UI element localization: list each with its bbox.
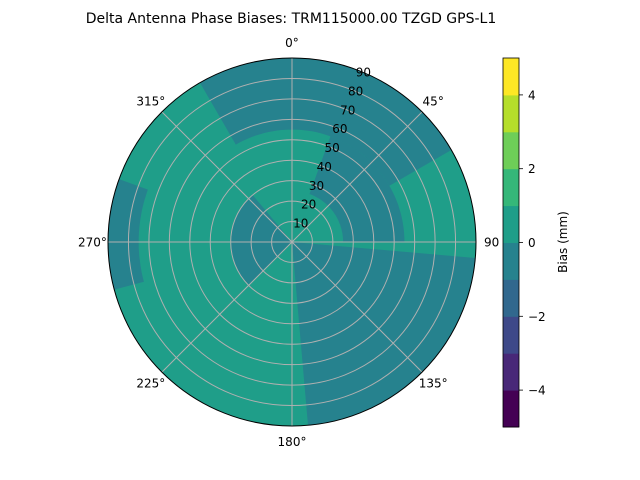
azimuth-grid-line [161,111,293,243]
colorbar-bin [503,390,519,428]
radial-tick-label: 90 [356,66,371,80]
contour-region [309,136,405,242]
radial-tick-label: 30 [309,179,324,193]
polar-plot-area [107,57,477,427]
radial-tick-label: 40 [317,160,332,174]
azimuth-tick-label: 0° [285,36,299,50]
radial-tick-label: 80 [348,84,363,98]
azimuth-grid-line [291,241,423,373]
colorbar-bin [503,353,519,391]
polar-grid [108,58,476,426]
colorbar-bin [503,205,519,243]
colorbar-bin [503,131,519,170]
colorbar-bin [503,316,519,354]
colorbar-bin [503,279,519,317]
colorbar-bin [503,58,519,96]
colorbar-bin [503,94,519,133]
colorbar-bin [503,168,519,207]
colorbar-tick-label: 2 [528,162,536,176]
colorbar: 4 2 0 −2 −4 Bias (mm) [502,57,570,428]
colorbar-tick-label: 0 [528,236,536,250]
azimuth-tick-label: 135° [419,377,448,391]
chart-title: Delta Antenna Phase Biases: TRM115000.00… [86,11,497,27]
azimuth-tick-label: 225° [136,377,165,391]
radial-tick-label: 10 [293,217,308,231]
colorbar-tick-label: −2 [528,310,546,324]
polar-outline [107,57,477,427]
azimuth-tick-label: 270° [78,236,107,250]
contour-region [108,179,148,290]
azimuth-tick-label: 315° [136,94,165,108]
azimuth-tick-label: 90 [484,236,499,250]
radial-tick-label: 60 [332,122,347,136]
radial-tick-label: 50 [324,141,339,155]
colorbar-tick-label: 4 [528,88,536,102]
azimuth-tick-label: 45° [423,94,444,108]
colorbar-label: Bias (mm) [556,211,570,273]
radial-tick-label: 70 [340,103,355,117]
azimuth-grid-line [291,111,423,243]
contour-region [200,58,452,186]
radial-tick-label: 20 [301,198,316,212]
colorbar-tick-label: −4 [528,384,546,398]
colorbar-bin [503,242,519,280]
azimuth-grid-line [161,241,293,373]
colorbar-bins [503,58,519,428]
azimuth-tick-labels: 0° 45° 90 135° 180° 225° 270° 315° [78,36,499,449]
contour-region [230,195,292,286]
radial-tick-labels: 10 20 30 40 50 60 70 80 90 [293,66,371,231]
colorbar-ticks: 4 2 0 −2 −4 [519,88,546,398]
azimuth-tick-label: 180° [278,435,307,449]
